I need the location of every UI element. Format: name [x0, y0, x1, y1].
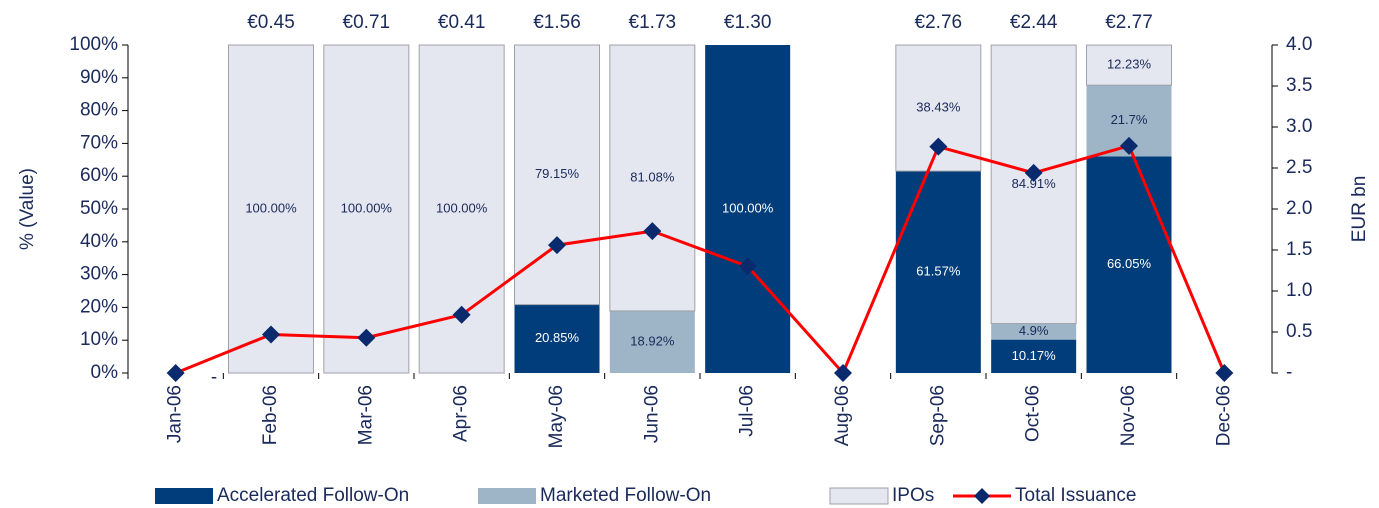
- y-tick-label: 70%: [80, 132, 118, 153]
- line: [175, 144, 1226, 376]
- value-label: 100.00%: [722, 200, 774, 215]
- bar: [609, 44, 696, 312]
- y-tick-label: 90%: [80, 67, 118, 88]
- value-label: 66.05%: [1107, 256, 1152, 271]
- top-label: €2.77: [1105, 12, 1153, 33]
- x-tick-label: Feb-06: [260, 385, 281, 445]
- y-tick-label: 20%: [80, 296, 118, 317]
- legend-marker: [974, 488, 990, 504]
- bar: [1086, 44, 1172, 86]
- top-label: €1.30: [724, 12, 772, 33]
- top-label: €0.45: [247, 12, 295, 33]
- legend-label: Marketed Follow-On: [540, 485, 711, 506]
- top-label: €1.73: [629, 12, 677, 33]
- bar: [895, 171, 981, 373]
- legend-swatch: [829, 487, 889, 505]
- value-label: 79.15%: [535, 166, 580, 181]
- y2-tick-label: 4.0: [1286, 34, 1312, 55]
- value-label: 38.43%: [916, 99, 961, 114]
- y2-tick-label: 1.5: [1286, 239, 1312, 260]
- marker: [929, 137, 948, 156]
- value-label: 100.00%: [245, 200, 297, 215]
- legend-label: Total Issuance: [1015, 485, 1136, 506]
- top-label: €0.41: [438, 12, 486, 33]
- bar: [991, 323, 1077, 340]
- y2-tick-label: 3.0: [1286, 116, 1312, 137]
- y-axis-title: % (Value): [17, 168, 38, 250]
- bar: [514, 304, 600, 373]
- x-tick-label: Sep-06: [927, 385, 948, 446]
- y-tick-label: 10%: [80, 329, 118, 350]
- y2-tick-label: 2.5: [1286, 157, 1312, 178]
- top-label: €1.56: [533, 12, 581, 33]
- value-label: 100.00%: [436, 200, 488, 215]
- x-tick-label: Apr-06: [451, 385, 472, 442]
- x-tick-label: Nov-06: [1118, 385, 1139, 446]
- y-tick-label: 30%: [80, 264, 118, 285]
- annotation: -: [211, 367, 217, 388]
- y2-tick-label: 0.5: [1286, 321, 1312, 342]
- y2-tick-label: 1.0: [1286, 280, 1312, 301]
- x-tick-label: Jan-06: [165, 385, 186, 443]
- y2-tick-label: 3.5: [1286, 75, 1312, 96]
- value-label: 20.85%: [535, 330, 580, 345]
- x-tick-label: Dec-06: [1213, 385, 1234, 446]
- y2-tick-label: -: [1286, 362, 1292, 383]
- value-label: 84.91%: [1012, 176, 1057, 191]
- marker: [1215, 364, 1234, 382]
- value-label: 100.00%: [341, 200, 393, 215]
- bar: [1086, 156, 1172, 373]
- y-tick-label: 0%: [91, 362, 119, 383]
- y-tick-label: 50%: [80, 198, 118, 219]
- y-tick-label: 40%: [80, 231, 118, 252]
- x-tick-label: Oct-06: [1023, 385, 1044, 442]
- value-label: 4.9%: [1019, 323, 1049, 338]
- y-tick-label: 100%: [69, 34, 118, 55]
- value-label: 81.08%: [630, 169, 675, 184]
- marker: [834, 364, 852, 382]
- y-tick-label: 80%: [80, 100, 118, 121]
- legend-label: IPOs: [892, 485, 934, 506]
- value-label: 61.57%: [916, 263, 961, 278]
- marker: [452, 305, 471, 324]
- top-label: €2.44: [1010, 12, 1058, 33]
- legend-swatch: [155, 488, 213, 504]
- marker: [738, 257, 757, 276]
- value-label: 21.7%: [1111, 112, 1148, 127]
- marker: [357, 328, 376, 347]
- y2-tick-label: 2.0: [1286, 198, 1312, 219]
- x-tick-label: Jul-06: [737, 385, 758, 437]
- bar: [705, 45, 791, 373]
- legend-swatch: [478, 488, 536, 504]
- bar: [990, 44, 1077, 325]
- x-tick-label: May-06: [546, 385, 567, 448]
- marker: [643, 222, 662, 241]
- value-label: 18.92%: [630, 333, 675, 348]
- marker: [1024, 163, 1043, 182]
- value-label: 10.17%: [1012, 348, 1057, 363]
- bar: [609, 310, 695, 373]
- bar: [514, 44, 600, 306]
- bar: [228, 44, 314, 374]
- x-tick-label: Jun-06: [641, 385, 662, 443]
- top-label: €0.71: [343, 12, 391, 33]
- marker: [548, 236, 566, 255]
- x-tick-label: Mar-06: [355, 385, 376, 445]
- legend-label: Accelerated Follow-On: [217, 485, 409, 506]
- bar: [323, 44, 410, 374]
- value-label: 12.23%: [1107, 57, 1152, 72]
- bar: [991, 339, 1077, 373]
- x-tick-label: Aug-06: [832, 385, 853, 446]
- marker: [1120, 136, 1138, 155]
- marker: [262, 325, 280, 344]
- marker: [166, 364, 185, 382]
- y-tick-label: 60%: [80, 165, 118, 186]
- top-label: €2.76: [915, 12, 963, 33]
- y2-axis-title: EUR bn: [1349, 176, 1370, 243]
